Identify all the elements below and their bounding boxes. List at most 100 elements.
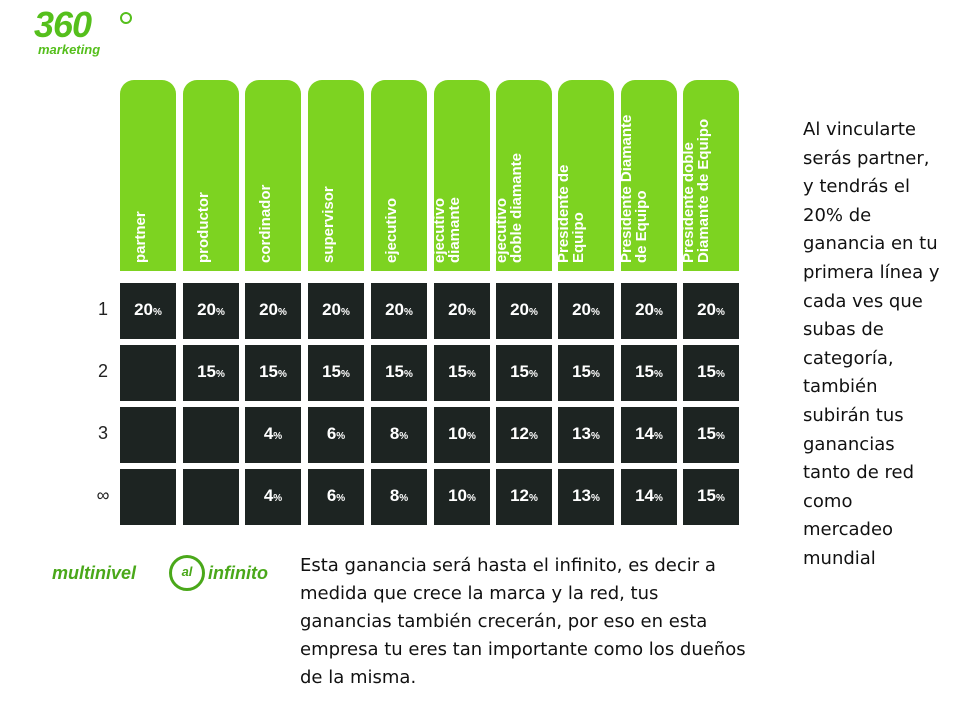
table-cell: 20% (245, 283, 301, 339)
column-header: Presidente doble Diamante de Equipo (683, 80, 739, 271)
logo-sub: marketing (38, 42, 101, 57)
table-cell: 20% (371, 283, 427, 339)
cell-value: 15% (322, 362, 350, 381)
column-header: ejecutivo (371, 80, 427, 271)
percent-sign: % (467, 307, 476, 318)
table-cell: 15% (683, 345, 739, 401)
column-header-label: ejecutivo diamante (434, 197, 463, 263)
percent-sign: % (654, 431, 663, 442)
table-cell: 8% (371, 407, 427, 463)
cell-value: 14% (635, 486, 663, 505)
table-cell: 10% (434, 407, 490, 463)
percent-sign: % (467, 431, 476, 442)
cell-value: 10% (448, 424, 476, 443)
cell-value: 20% (197, 300, 225, 319)
cell-value: 15% (510, 362, 538, 381)
percent-sign: % (467, 493, 476, 504)
logo-360-marketing: 360 marketing (34, 4, 134, 60)
cell-value: 15% (197, 362, 225, 381)
cell-value: 15% (697, 362, 725, 381)
cell-value: 8% (389, 486, 409, 505)
column-header: Presidente de Equipo (558, 80, 614, 271)
cell-value: 20% (322, 300, 350, 319)
logo-ring-icon (120, 12, 132, 24)
column-header: productor (183, 80, 239, 271)
percent-sign: % (216, 369, 225, 380)
column-header-label: Presidente de Equipo (558, 164, 587, 263)
table-cell: 12% (496, 469, 552, 525)
table-cell: 20% (120, 283, 176, 339)
percent-sign: % (529, 493, 538, 504)
column-header-label: cordinador (257, 184, 274, 263)
percent-sign: % (654, 493, 663, 504)
logo-multinivel-infinito: multinivel al infinito (52, 553, 272, 593)
percent-sign: % (341, 369, 350, 380)
cell-value: 12% (510, 424, 538, 443)
cell-value: 15% (697, 424, 725, 443)
table-cell (120, 469, 176, 525)
cell-value: 4% (263, 424, 283, 443)
cell-value: 20% (448, 300, 476, 319)
percent-sign: % (278, 307, 287, 318)
cell-value: 20% (572, 300, 600, 319)
column-header: cordinador (245, 80, 301, 271)
percent-sign: % (399, 493, 409, 504)
cell-value: 15% (635, 362, 663, 381)
table-cell: 8% (371, 469, 427, 525)
cell-value: 15% (697, 486, 725, 505)
percent-sign: % (529, 431, 538, 442)
percent-sign: % (153, 307, 162, 318)
column-header-label: Presidente Diamante de Equipo (621, 114, 650, 263)
percent-sign: % (278, 369, 287, 380)
column-header-label: productor (195, 192, 212, 263)
column-header: supervisor (308, 80, 364, 271)
percent-sign: % (336, 431, 346, 442)
table-cell (120, 407, 176, 463)
table-cell: 15% (621, 345, 677, 401)
table-cell: 15% (308, 345, 364, 401)
percent-sign: % (399, 431, 409, 442)
cell-value: 15% (448, 362, 476, 381)
logo-al-text: al (181, 564, 193, 579)
table-cell: 20% (308, 283, 364, 339)
cell-value: 13% (572, 486, 600, 505)
percent-sign: % (336, 493, 346, 504)
percent-sign: % (654, 369, 663, 380)
percent-sign: % (404, 369, 413, 380)
column-header: partner (120, 80, 176, 271)
percent-sign: % (716, 307, 725, 318)
table-cell: 15% (371, 345, 427, 401)
cell-value: 20% (385, 300, 413, 319)
table-cell: 6% (308, 469, 364, 525)
row-label: 3 (97, 423, 108, 443)
cell-value: 20% (134, 300, 162, 319)
table-cell: 20% (496, 283, 552, 339)
table-cell: 20% (683, 283, 739, 339)
cell-value: 15% (259, 362, 287, 381)
side-paragraph: Al vincularte serás partner, y tendrás e… (803, 119, 940, 569)
logo-infinito-text: infinito (208, 563, 268, 583)
percent-sign: % (591, 493, 600, 504)
cell-value: 20% (259, 300, 287, 319)
percent-sign: % (529, 307, 538, 318)
percent-sign: % (404, 307, 413, 318)
row-label: 2 (97, 361, 108, 381)
cell-value: 20% (697, 300, 725, 319)
percent-sign: % (591, 431, 600, 442)
percent-sign: % (216, 307, 225, 318)
cell-value: 20% (510, 300, 538, 319)
table-cell: 6% (308, 407, 364, 463)
cell-value: 8% (389, 424, 409, 443)
logo-al-circle-icon: al (169, 555, 205, 591)
percent-sign: % (273, 431, 283, 442)
table-cell (183, 407, 239, 463)
cell-value: 10% (448, 486, 476, 505)
table-cell: 15% (683, 469, 739, 525)
cell-value: 13% (572, 424, 600, 443)
table-cell: 15% (683, 407, 739, 463)
column-header: ejecutivo diamante (434, 80, 490, 271)
percent-sign: % (529, 369, 538, 380)
table-cell: 4% (245, 407, 301, 463)
table-cell: 15% (434, 345, 490, 401)
percent-sign: % (273, 493, 283, 504)
